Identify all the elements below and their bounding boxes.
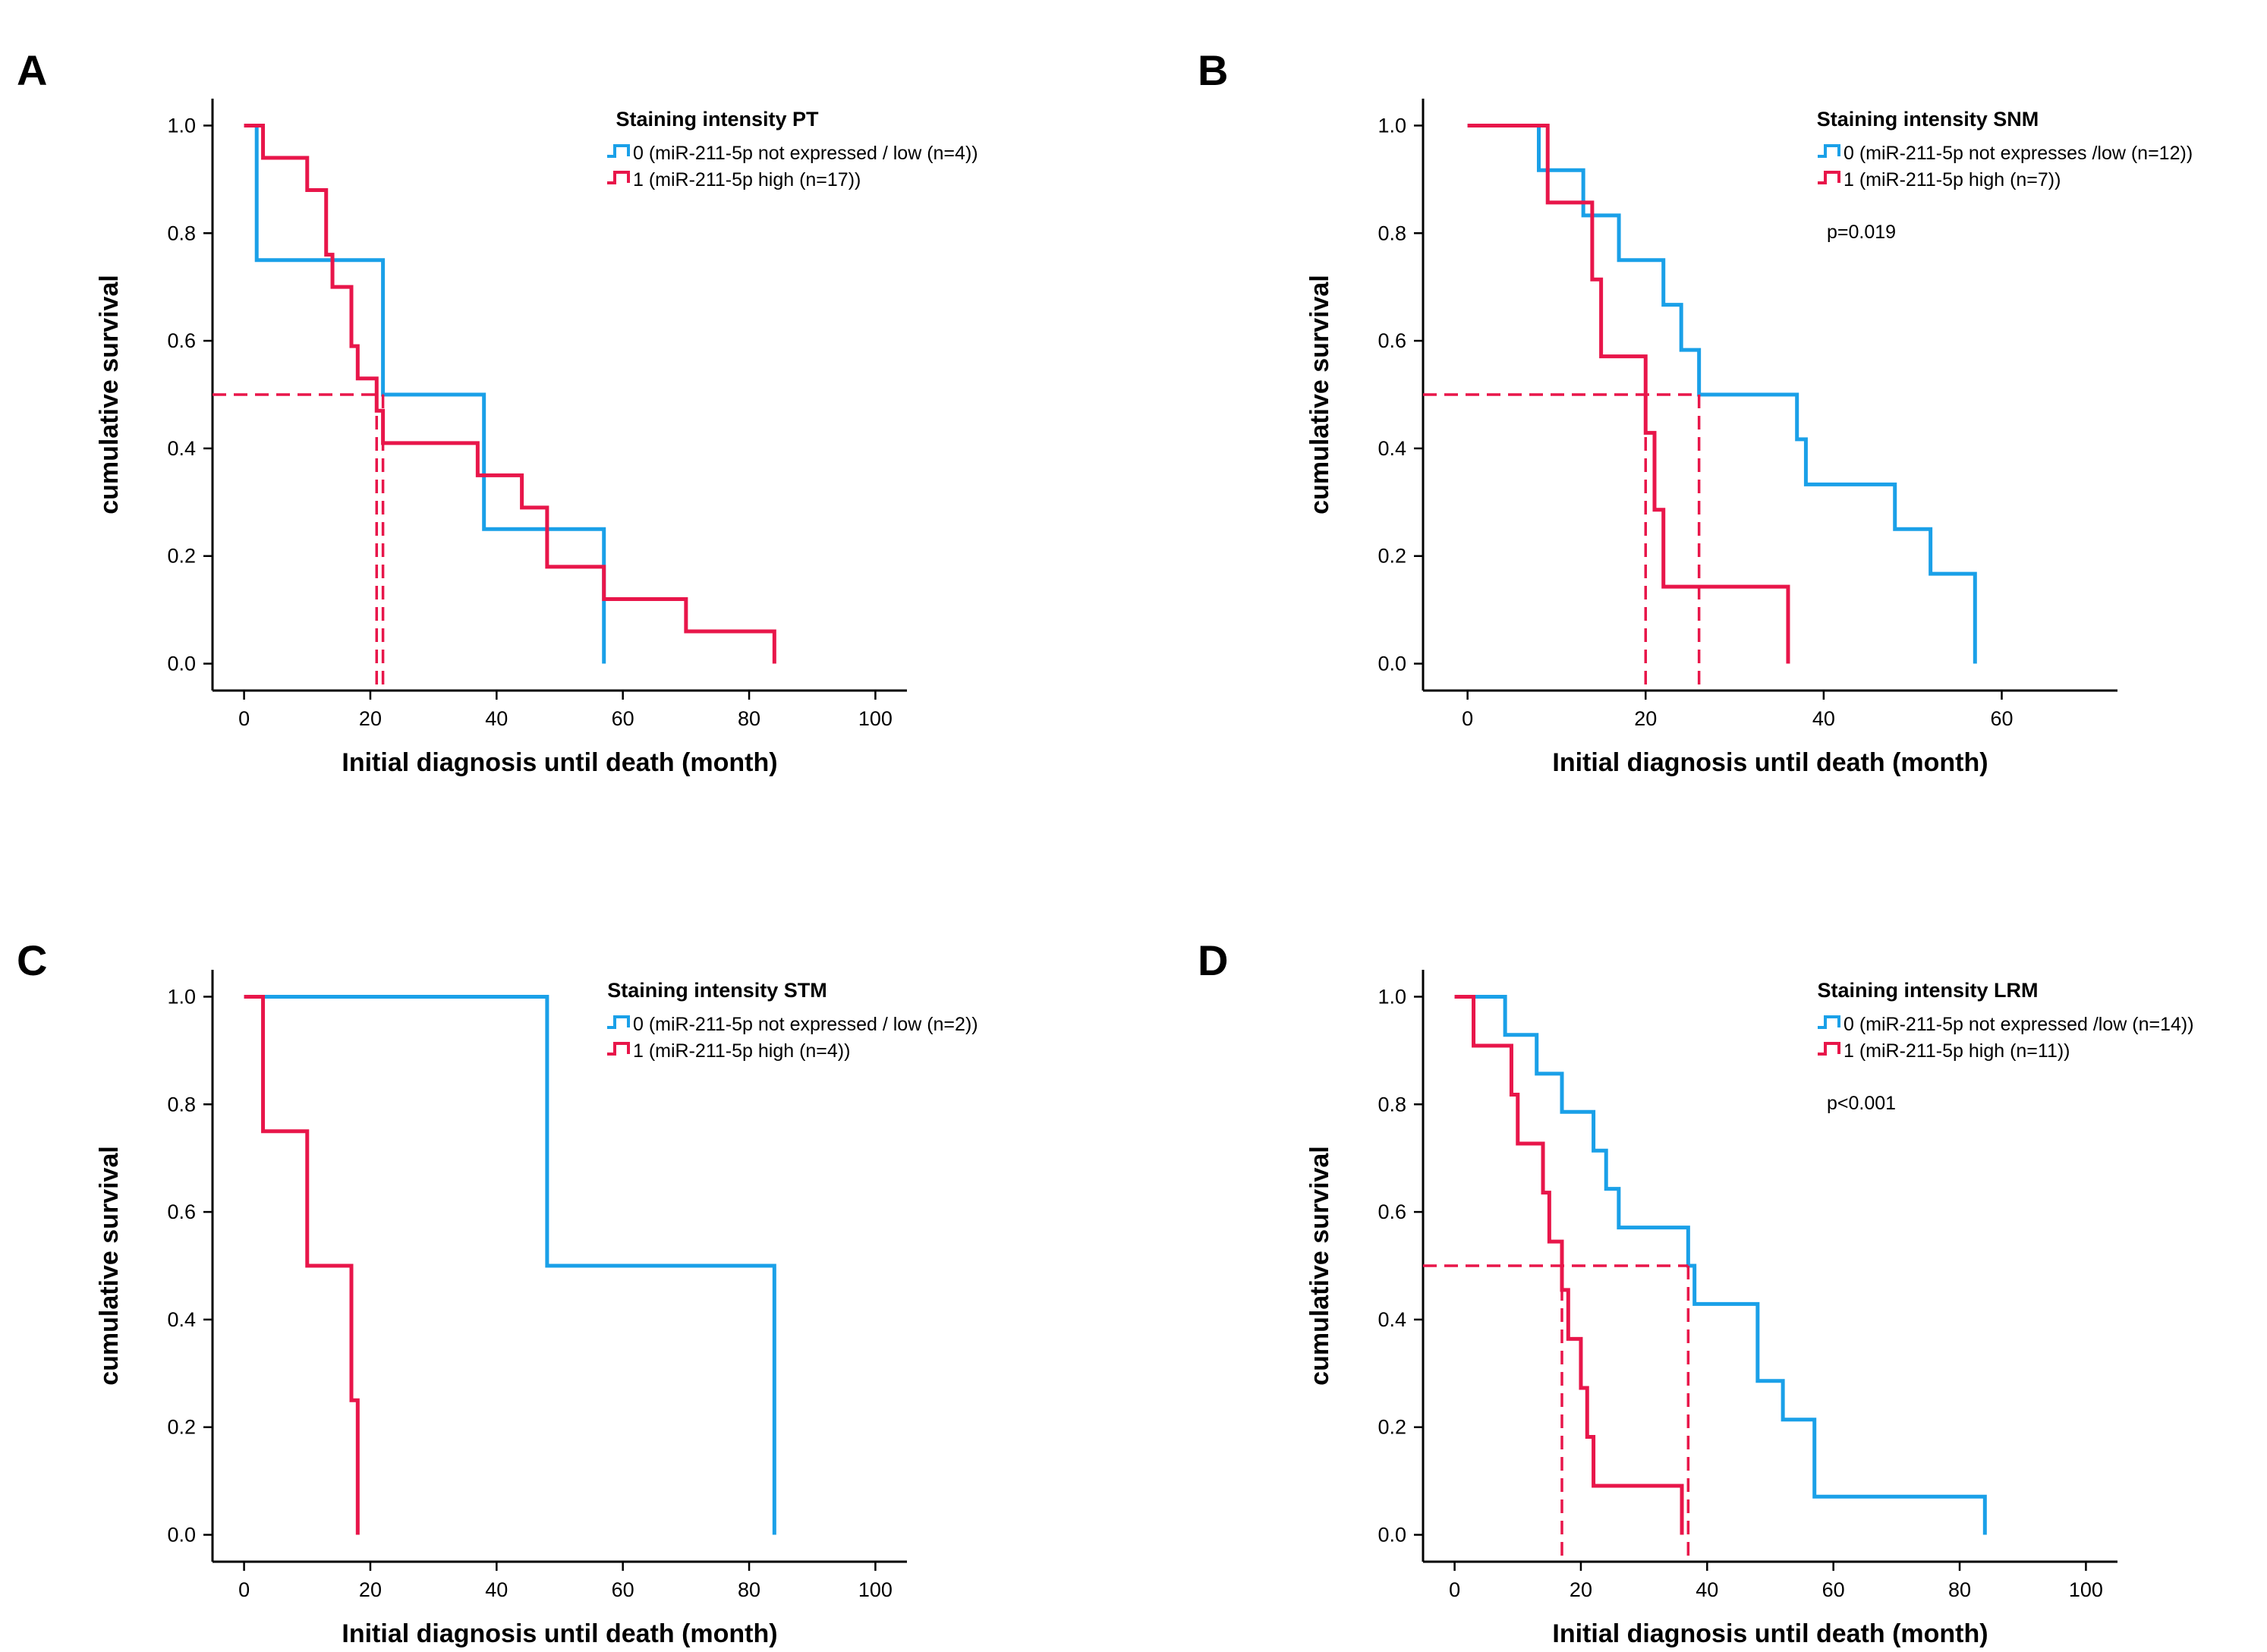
x-tick-label: 0 [238, 707, 250, 730]
legend-swatch-group-1 [1818, 1042, 1840, 1056]
survival-curve-group-1 [1467, 123, 1790, 664]
y-axis-title: cumulative survival [95, 1146, 124, 1386]
y-axis-title: cumulative survival [95, 275, 124, 514]
x-tick-label: 20 [1634, 707, 1657, 730]
y-tick-label: 0.6 [167, 1200, 196, 1223]
y-tick-label: 0.2 [167, 1416, 196, 1439]
y-tick-label: 0.4 [1378, 437, 1406, 460]
survival-curve-group-0 [1454, 994, 1987, 1535]
y-tick-label: 0.6 [167, 329, 196, 352]
panel-letter: C [17, 936, 47, 984]
y-tick-label: 1.0 [167, 114, 196, 137]
x-tick-label: 80 [738, 1578, 760, 1601]
survival-curve-group-1 [1454, 994, 1684, 1535]
panel-d: D 0.0 0.2 0.4 0.6 0.8 1.0 0 20 40 60 80 100 Initial d… [1198, 936, 2194, 1648]
survival-curve-group-1 [244, 994, 360, 1535]
y-tick-label: 0.8 [1378, 222, 1406, 244]
panel-letter: B [1198, 46, 1228, 94]
p-value-label: p<0.001 [1827, 1093, 1896, 1114]
panel-a: A 0.0 0.2 0.4 0.6 0.8 1.0 0 20 40 60 80 100 Initial d… [17, 46, 978, 777]
x-tick-label: 0 [1449, 1578, 1460, 1601]
y-tick-label: 0.4 [167, 437, 196, 460]
p-value-label: p=0.019 [1827, 222, 1896, 243]
y-tick-label: 0.6 [1378, 329, 1406, 352]
x-tick-label: 60 [612, 707, 634, 730]
y-tick-label: 0.6 [1378, 1200, 1406, 1223]
x-tick-label: 80 [738, 707, 760, 730]
legend-label-group-0: 0 (miR-211-5p not expressed / low (n=2)) [633, 1014, 978, 1035]
x-tick-label: 0 [1462, 707, 1473, 730]
y-axis-title: cumulative survival [1305, 1146, 1334, 1386]
legend-label-group-1: 1 (miR-211-5p high (n=4)) [633, 1040, 850, 1062]
y-tick-label: 0.0 [167, 653, 196, 675]
legend-swatch-group-0 [1818, 144, 1840, 158]
y-tick-label: 1.0 [167, 985, 196, 1008]
y-axis-title: cumulative survival [1305, 275, 1334, 514]
y-tick-label: 0.2 [1378, 545, 1406, 568]
x-axis-title: Initial diagnosis until death (month) [342, 748, 777, 777]
legend-label-group-1: 1 (miR-211-5p high (n=11)) [1844, 1040, 2070, 1062]
y-tick-label: 0.8 [1378, 1093, 1406, 1115]
x-tick-label: 60 [1990, 707, 2013, 730]
x-tick-label: 40 [1696, 1578, 1718, 1601]
y-tick-label: 1.0 [1378, 114, 1406, 137]
survival-curve-group-0 [1467, 123, 1977, 664]
y-tick-label: 1.0 [1378, 985, 1406, 1008]
x-tick-label: 20 [359, 707, 382, 730]
x-tick-label: 0 [238, 1578, 250, 1601]
legend-label-group-0: 0 (miR-211-5p not expressed / low (n=4)) [633, 143, 978, 164]
y-tick-label: 0.8 [167, 222, 196, 244]
legend-swatch-group-0 [1818, 1015, 1840, 1029]
survival-curve-group-0 [244, 994, 776, 1535]
x-tick-label: 20 [359, 1578, 382, 1601]
x-tick-label: 20 [1570, 1578, 1592, 1601]
legend-label-group-0: 0 (miR-211-5p not expresses /low (n=12)) [1844, 143, 2193, 164]
legend-swatch-group-0 [607, 144, 630, 158]
x-tick-label: 40 [1812, 707, 1835, 730]
x-tick-label: 40 [485, 707, 508, 730]
legend-title: Staining intensity STM [607, 979, 827, 1002]
panel-letter: D [1198, 936, 1228, 984]
x-tick-label: 80 [1948, 1578, 1971, 1601]
y-tick-label: 0.2 [1378, 1416, 1406, 1439]
y-tick-label: 0.2 [167, 545, 196, 568]
panel-c: C 0.0 0.2 0.4 0.6 0.8 1.0 0 20 40 60 80 100 Initial d… [17, 936, 978, 1648]
legend-swatch-group-1 [607, 1042, 630, 1056]
x-tick-label: 100 [2069, 1578, 2103, 1601]
legend-label-group-0: 0 (miR-211-5p not expressed /low (n=14)) [1844, 1014, 2194, 1035]
legend-title: Staining intensity LRM [1817, 979, 2038, 1002]
x-axis-title: Initial diagnosis until death (month) [342, 1619, 777, 1648]
survival-curve-group-1 [244, 123, 776, 664]
x-tick-label: 60 [612, 1578, 634, 1601]
legend-swatch-group-0 [607, 1015, 630, 1029]
panel-letter: A [17, 46, 47, 94]
legend-swatch-group-1 [607, 171, 630, 184]
x-tick-label: 40 [485, 1578, 508, 1601]
x-tick-label: 100 [858, 1578, 893, 1601]
legend-title: Staining intensity SNM [1817, 108, 2039, 131]
y-tick-label: 0.0 [167, 1524, 196, 1547]
y-tick-label: 0.8 [167, 1093, 196, 1115]
legend-label-group-1: 1 (miR-211-5p high (n=17)) [633, 169, 861, 190]
y-tick-label: 0.0 [1378, 1524, 1406, 1547]
x-tick-label: 100 [858, 707, 893, 730]
y-tick-label: 0.4 [1378, 1308, 1406, 1331]
legend-title: Staining intensity PT [616, 108, 819, 131]
x-axis-title: Initial diagnosis until death (month) [1552, 748, 1988, 777]
y-tick-label: 0.0 [1378, 653, 1406, 675]
legend-swatch-group-1 [1818, 171, 1840, 184]
x-axis-title: Initial diagnosis until death (month) [1552, 1619, 1988, 1648]
x-tick-label: 60 [1822, 1578, 1845, 1601]
y-tick-label: 0.4 [167, 1308, 196, 1331]
legend-label-group-1: 1 (miR-211-5p high (n=7)) [1844, 169, 2061, 190]
